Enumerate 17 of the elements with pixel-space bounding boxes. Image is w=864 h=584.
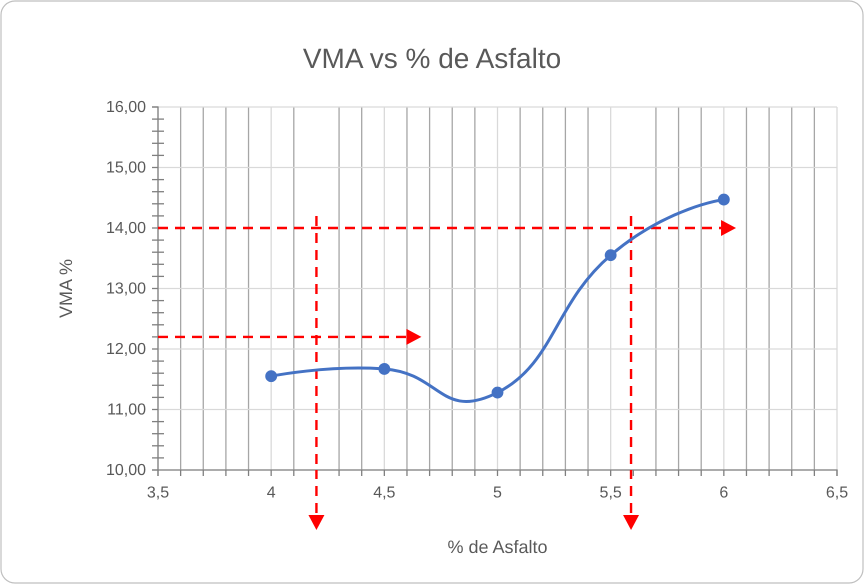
y-tick-label: 16,00 [106,99,146,116]
y-tick-label: 10,00 [106,462,146,480]
y-axis-title: VMA % [56,258,76,318]
y-tick-label: 13,00 [106,280,146,298]
x-tick-label: 4 [266,484,276,502]
x-tick-label: 4,5 [373,484,396,502]
x-tick-label: 5,5 [600,484,622,502]
y-tick-label: 12,00 [106,341,146,358]
x-axis-title: % de Asfalto [447,537,548,557]
y-tick-label: 14,00 [106,220,146,238]
x-tick-label: 6 [719,484,728,502]
x-tick-label: 5 [493,484,502,502]
chart-title: VMA vs % de Asfalto [302,43,562,74]
y-tick-label: 11,00 [107,402,146,419]
x-tick-label: 6,5 [826,484,848,502]
x-tick-label: 3,5 [146,484,170,502]
y-tick-label: 15,00 [106,160,146,177]
